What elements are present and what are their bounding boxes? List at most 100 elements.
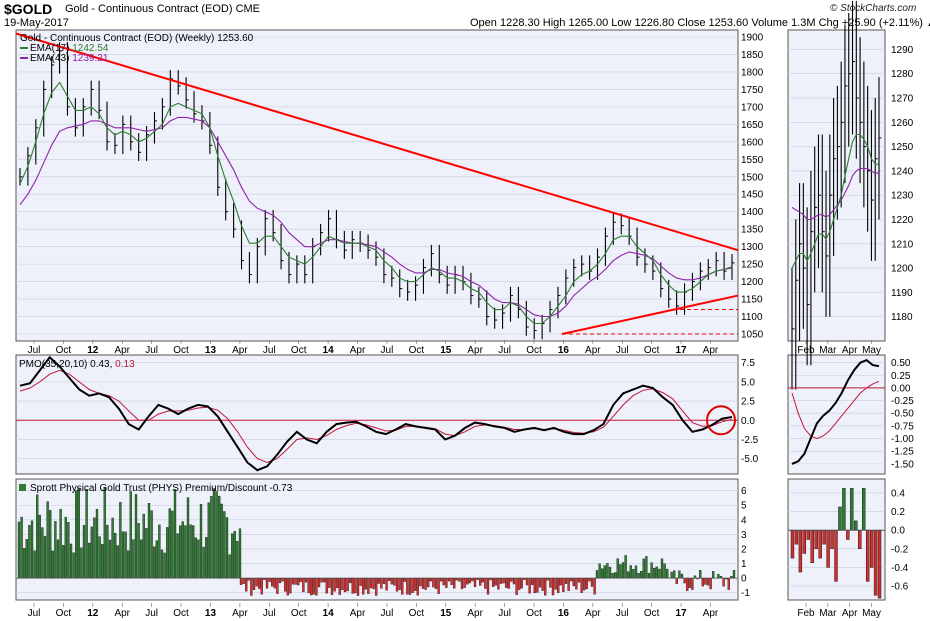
premium-bar: [75, 490, 78, 579]
premium-bar: [411, 577, 414, 593]
zoom-premium-bar: [865, 529, 870, 582]
premium-bar: [486, 577, 490, 595]
premium-bar: [686, 577, 689, 591]
premium-bar: [192, 525, 195, 579]
zoom-premium-bar: [830, 529, 834, 550]
premium-bar: [236, 541, 239, 579]
x-tick-label: 14: [323, 608, 335, 619]
x-tick-label: May: [862, 608, 881, 619]
premium-bar: [375, 577, 378, 596]
premium-bar: [346, 577, 349, 592]
premium-bar: [341, 577, 344, 591]
x-tick-label: 15: [440, 608, 452, 619]
x-tick-label: Oct: [56, 345, 72, 356]
premium-bar: [72, 552, 75, 579]
premium-bar: [184, 525, 187, 579]
premium-bar: [268, 577, 271, 582]
premium-bar: [186, 497, 190, 579]
premium-bar: [583, 577, 586, 591]
zoom-premium-bar: [869, 529, 874, 568]
premium-bar: [338, 577, 341, 595]
y-tick-label: -2.5: [741, 435, 759, 446]
premium-bar: [536, 577, 539, 593]
premium-bar: [189, 524, 192, 579]
premium-bar: [49, 510, 52, 579]
premium-bar: [525, 577, 529, 586]
premium-bar: [116, 545, 119, 579]
y-tick-label: -5.0: [741, 454, 759, 465]
premium-bar: [414, 577, 417, 591]
premium-bar: [242, 577, 245, 584]
premium-bar: [577, 577, 581, 583]
premium-bar: [637, 572, 640, 579]
y-tick-label: 1350: [741, 225, 764, 236]
x-tick-label: Oct: [526, 608, 542, 619]
premium-bar: [276, 577, 279, 594]
premium-bar: [606, 563, 609, 579]
premium-bar: [121, 531, 125, 579]
premium-bar: [427, 577, 430, 588]
premium-bar: [544, 577, 547, 596]
premium-bar: [354, 577, 357, 594]
y-tick-label: 1180: [891, 312, 913, 323]
premium-bar: [41, 527, 44, 579]
premium-bar: [30, 520, 34, 579]
premium-bar: [108, 539, 112, 579]
premium-bar: [333, 577, 336, 592]
x-tick-label: 17: [675, 345, 687, 356]
premium-bar: [307, 577, 310, 594]
x-tick-label: Jul: [616, 608, 629, 619]
y-tick-label: 1240: [891, 166, 914, 177]
premium-bar: [520, 577, 523, 589]
premium-bar: [199, 504, 203, 579]
y-tick-label: 1300: [741, 242, 764, 253]
premium-bar: [466, 577, 469, 585]
ema17-line: [19, 81, 733, 325]
premium-bar: [46, 501, 49, 579]
premium-bar: [239, 577, 243, 585]
premium-bar: [215, 491, 218, 579]
pmo-line: [19, 355, 733, 472]
y-tick-label: 1450: [741, 190, 764, 201]
x-tick-label: 13: [205, 608, 217, 619]
x-tick-label: Oct: [644, 345, 660, 356]
y-tick-label: -0.2: [891, 544, 909, 555]
legend-price: Gold - Continuous Contract (EOD) (Weekly…: [20, 33, 254, 44]
premium-bar: [351, 577, 354, 594]
zoom-premium-bar: [834, 529, 838, 582]
x-tick-label: 15: [440, 345, 452, 356]
premium-bar: [575, 577, 578, 590]
legend-ema43: EMA(43) 1239.21: [30, 53, 109, 64]
premium-bar: [567, 577, 570, 591]
x-tick-label: Jul: [28, 345, 41, 356]
x-tick-label: Oct: [56, 608, 72, 619]
premium-bar: [291, 577, 295, 585]
premium-bar: [709, 577, 712, 590]
y-tick-label: 1700: [741, 102, 764, 113]
premium-bar: [557, 577, 560, 593]
premium-bar: [64, 516, 67, 579]
premium-bar: [627, 571, 630, 579]
premium-bar: [343, 577, 347, 593]
price-zoom-panel: [787, 29, 886, 342]
y-tick-label: 0.2: [891, 507, 905, 518]
y-tick-label: 0: [741, 574, 747, 585]
zoom-pmo-signal-line: [791, 380, 880, 440]
zoom-premium-bar: [838, 506, 842, 531]
premium-bar: [294, 577, 297, 585]
x-tick-label: 12: [87, 345, 99, 356]
y-tick-label: 1800: [741, 67, 764, 78]
premium-bar: [302, 577, 305, 593]
x-tick-label: Feb: [797, 608, 815, 619]
premium-bar: [585, 577, 588, 590]
premium-bar: [330, 577, 334, 595]
premium-bar: [119, 502, 122, 579]
premium-bar: [460, 577, 464, 590]
premium-bar: [494, 577, 497, 586]
x-tick-label: Apr: [585, 608, 601, 619]
y-tick-label: 1250: [891, 142, 914, 153]
x-tick-label: Jul: [263, 608, 276, 619]
premium-bar: [640, 571, 643, 579]
y-tick-label: -0.4: [891, 563, 909, 574]
x-tick-label: Apr: [232, 608, 248, 619]
